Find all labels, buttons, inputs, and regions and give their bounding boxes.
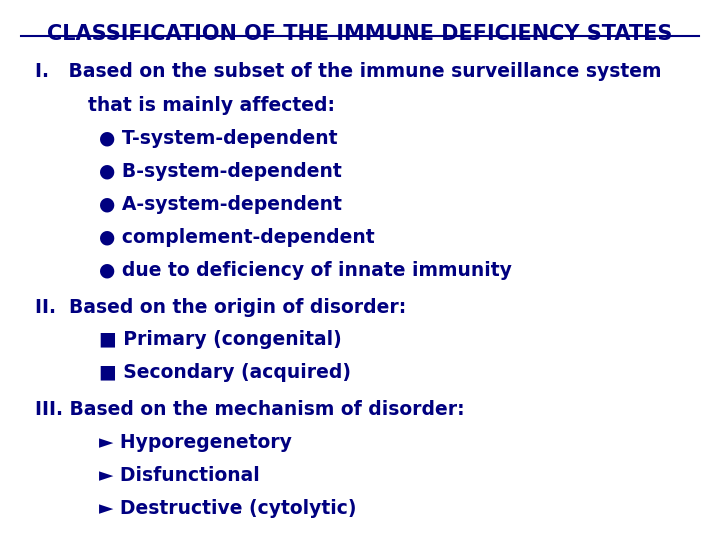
Text: ● A-system-dependent: ● A-system-dependent [99,195,342,214]
Text: ● T-system-dependent: ● T-system-dependent [99,129,338,149]
Text: ■ Primary (congenital): ■ Primary (congenital) [99,330,342,349]
Text: ► Destructive (cytolytic): ► Destructive (cytolytic) [99,498,356,518]
Text: ► Hyporegenetory: ► Hyporegenetory [99,433,292,452]
Text: that is mainly affected:: that is mainly affected: [89,97,336,116]
Text: ● complement-dependent: ● complement-dependent [99,228,374,247]
Text: ● due to deficiency of innate immunity: ● due to deficiency of innate immunity [99,260,518,280]
Text: I.   Based on the subset of the immune surveillance system: I. Based on the subset of the immune sur… [35,62,662,81]
Text: CLASSIFICATION OF THE IMMUNE DEFICIENCY STATES: CLASSIFICATION OF THE IMMUNE DEFICIENCY … [48,24,672,44]
Text: ■ Secondary (acquired): ■ Secondary (acquired) [99,363,351,382]
Text: ► Disfunctional: ► Disfunctional [99,466,260,485]
Text: ● B-system-dependent: ● B-system-dependent [99,162,342,181]
Text: II.  Based on the origin of disorder:: II. Based on the origin of disorder: [35,298,407,316]
Text: III. Based on the mechanism of disorder:: III. Based on the mechanism of disorder: [35,400,465,419]
